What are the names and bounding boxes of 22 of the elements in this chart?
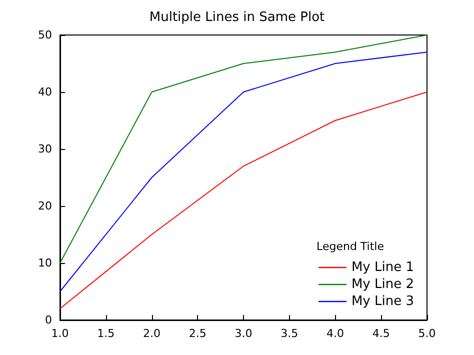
x-tick-label: 5.0 — [418, 327, 436, 340]
y-tick-label: 40 — [38, 86, 52, 98]
line-series — [60, 52, 428, 292]
y-tick-label: 10 — [38, 256, 52, 270]
x-tick-label: 1.5 — [97, 327, 115, 340]
legend-label: My Line 1 — [351, 260, 414, 275]
x-tick-label: 3.0 — [234, 327, 252, 340]
legend-label: My Line 3 — [351, 294, 414, 309]
y-tick-label: 30 — [38, 142, 52, 156]
legend-label: My Line 2 — [351, 277, 414, 292]
legend-title: Legend Title — [316, 240, 384, 253]
x-tick-label: 3.5 — [280, 327, 298, 340]
line-series — [60, 92, 428, 310]
x-tick-label: 1.0 — [51, 327, 69, 340]
x-tick-label: 2.0 — [143, 327, 160, 340]
x-tick-label: 4.0 — [326, 327, 344, 340]
x-tick-label: 4.5 — [372, 327, 390, 340]
y-tick-label: 50 — [38, 28, 52, 42]
y-tick-label: 20 — [38, 200, 52, 212]
y-tick-label: 0 — [45, 314, 52, 326]
x-tick-label: 2.5 — [188, 327, 206, 340]
chart-title: Multiple Lines in Same Plot — [149, 10, 325, 25]
